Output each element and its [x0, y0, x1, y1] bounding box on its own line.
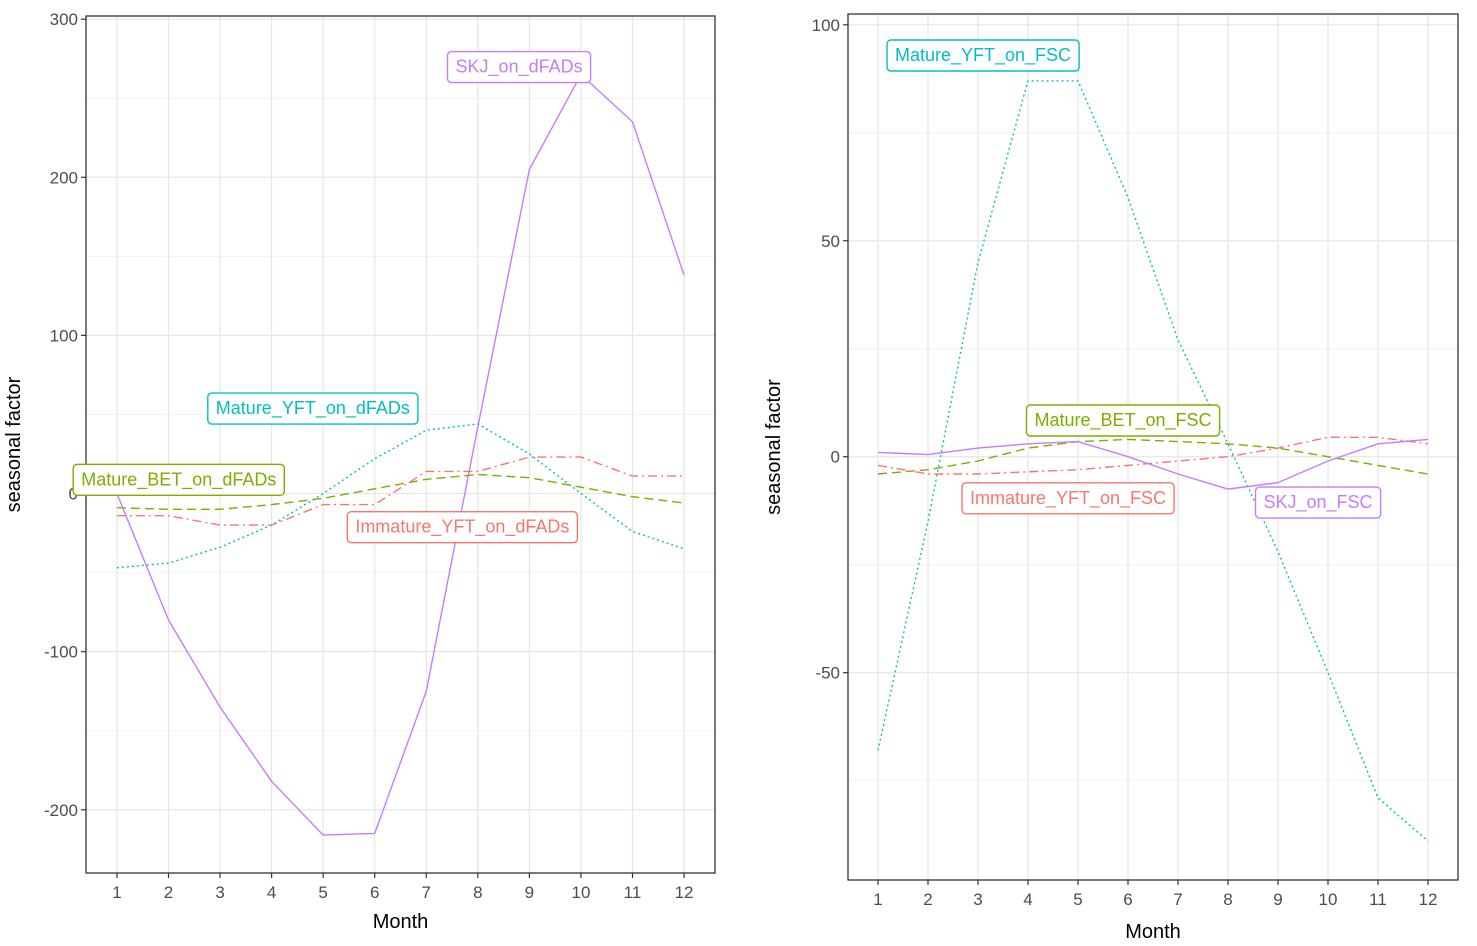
left-x-tick-label: 7 — [422, 883, 431, 902]
right-x-tick-label: 2 — [923, 890, 932, 909]
left-y-tick-label: -200 — [44, 801, 78, 820]
left-panel-border — [85, 15, 716, 874]
right-y-tick-label: 100 — [812, 16, 840, 35]
right-series-label-0: Mature_YFT_on_FSC — [886, 39, 1080, 72]
left-series-label-box — [207, 392, 419, 425]
left-y-axis-title: seasonal factor — [3, 376, 25, 512]
right-panel-border — [847, 13, 1459, 881]
right-y-tick-label: 0 — [831, 448, 840, 467]
right-x-tick-label: 9 — [1273, 890, 1282, 909]
left-y-tick-label: 0 — [69, 485, 78, 504]
left-plot-background — [86, 16, 715, 873]
left-x-tick-label: 4 — [267, 883, 276, 902]
right-x-tick-label: 1 — [873, 890, 882, 909]
left-y-tick-label: 100 — [50, 326, 78, 345]
right-series-label-3: SKJ_on_FSC — [1254, 486, 1382, 519]
right-x-tick-label: 8 — [1223, 890, 1232, 909]
right-x-tick-label: 11 — [1369, 890, 1387, 909]
right-series-line-2 — [877, 436, 1429, 475]
left-y-tick-label: 300 — [50, 10, 78, 29]
right-series-line-3 — [877, 438, 1429, 490]
left-series-line-0 — [116, 73, 685, 836]
right-series-label-box — [1254, 486, 1382, 519]
right-series-label-box — [961, 482, 1175, 515]
right-x-tick-label: 7 — [1173, 890, 1182, 909]
right-y-axis-title: seasonal factor — [763, 379, 785, 515]
left-series-label-text: Mature_BET_on_dFADs — [81, 469, 276, 490]
right-x-tick-label: 6 — [1123, 890, 1132, 909]
left-series-label-box — [446, 50, 592, 84]
left-x-tick-label: 12 — [675, 883, 694, 902]
right-x-tick-label: 12 — [1419, 890, 1438, 909]
left-series-label-text: Mature_YFT_on_dFADs — [216, 398, 410, 419]
left-series-label-text: Immature_YFT_on_dFADs — [355, 517, 569, 538]
left-series-label-1: Mature_YFT_on_dFADs — [207, 392, 419, 425]
right-y-tick-label: 50 — [821, 232, 840, 251]
right-series-line-0 — [877, 80, 1429, 842]
right-series-label-text: SKJ_on_FSC — [1263, 492, 1372, 513]
left-x-tick-label: 1 — [112, 883, 121, 902]
left-x-tick-label: 3 — [215, 883, 224, 902]
left-x-tick-label: 2 — [164, 883, 173, 902]
right-plot-background — [848, 14, 1458, 880]
left-x-tick-label: 11 — [624, 883, 642, 902]
left-series-line-3 — [116, 456, 685, 526]
left-series-label-3: Immature_YFT_on_dFADs — [346, 511, 579, 544]
right-series-label-text: Immature_YFT_on_FSC — [970, 488, 1166, 509]
left-x-tick-label: 5 — [318, 883, 327, 902]
right-series-label-1: Mature_BET_on_FSC — [1025, 404, 1221, 437]
left-series-label-text: SKJ_on_dFADs — [456, 57, 583, 78]
right-x-axis-title: Month — [1125, 921, 1181, 943]
left-series-label-2: Mature_BET_on_dFADs — [72, 463, 286, 496]
left-x-axis-title: Month — [373, 911, 429, 933]
right-series-label-2: Immature_YFT_on_FSC — [961, 482, 1175, 515]
right-series-label-box — [1025, 404, 1221, 437]
left-series-line-1 — [116, 423, 685, 569]
right-x-tick-label: 3 — [973, 890, 982, 909]
left-y-tick-label: -100 — [44, 643, 78, 662]
right-y-tick-label: -50 — [815, 664, 840, 683]
left-x-tick-label: 9 — [525, 883, 534, 902]
left-series-label-0: SKJ_on_dFADs — [446, 50, 592, 84]
left-series-label-box — [72, 463, 286, 496]
right-x-tick-label: 5 — [1073, 890, 1082, 909]
right-series-label-text: Mature_YFT_on_FSC — [895, 45, 1071, 66]
left-y-tick-label: 200 — [50, 168, 78, 187]
left-series-line-2 — [116, 473, 685, 510]
right-x-tick-label: 10 — [1319, 890, 1338, 909]
left-series-label-box — [346, 511, 579, 544]
left-x-tick-label: 6 — [370, 883, 379, 902]
right-series-label-box — [886, 39, 1080, 72]
right-x-tick-label: 4 — [1023, 890, 1032, 909]
left-x-tick-label: 10 — [571, 883, 590, 902]
left-x-tick-label: 8 — [473, 883, 482, 902]
right-series-label-text: Mature_BET_on_FSC — [1034, 410, 1211, 431]
